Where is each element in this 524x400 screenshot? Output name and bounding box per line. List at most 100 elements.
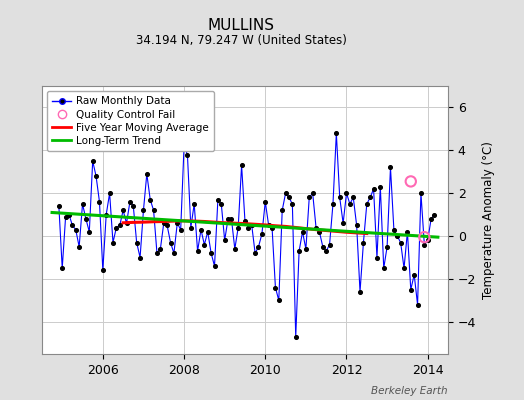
Point	[58, 265, 67, 272]
Point	[390, 226, 398, 233]
Point	[227, 216, 236, 222]
Point	[349, 194, 357, 201]
Point	[420, 234, 429, 240]
Point	[54, 203, 63, 209]
Point	[207, 250, 215, 256]
Point	[180, 143, 188, 149]
Point	[193, 248, 202, 254]
Point	[109, 239, 117, 246]
Point	[400, 265, 408, 272]
Point	[221, 237, 229, 244]
Point	[420, 242, 429, 248]
Point	[423, 237, 432, 244]
Point	[85, 228, 93, 235]
Point	[265, 222, 273, 228]
Point	[295, 248, 303, 254]
Point	[159, 220, 168, 226]
Point	[197, 226, 205, 233]
Point	[133, 239, 141, 246]
Point	[369, 186, 378, 192]
Point	[95, 198, 104, 205]
Point	[61, 214, 70, 220]
Point	[332, 130, 341, 136]
Text: MULLINS: MULLINS	[208, 18, 275, 33]
Point	[376, 184, 385, 190]
Point	[146, 196, 155, 203]
Point	[72, 226, 80, 233]
Point	[217, 201, 225, 207]
Point	[82, 216, 90, 222]
Point	[356, 289, 364, 295]
Point	[254, 244, 263, 250]
Point	[271, 284, 280, 291]
Point	[65, 212, 73, 218]
Point	[105, 190, 114, 196]
Point	[116, 222, 124, 228]
Point	[224, 216, 232, 222]
Point	[244, 224, 253, 231]
Point	[366, 194, 374, 201]
Point	[136, 254, 144, 261]
Point	[247, 222, 256, 228]
Point	[278, 207, 287, 214]
Point	[407, 286, 415, 293]
Point	[261, 198, 269, 205]
Point	[112, 224, 121, 231]
Point	[200, 242, 209, 248]
Point	[353, 222, 361, 228]
Y-axis label: Temperature Anomaly (°C): Temperature Anomaly (°C)	[482, 141, 495, 299]
Point	[275, 297, 283, 304]
Point	[119, 207, 127, 214]
Text: Berkeley Earth: Berkeley Earth	[372, 386, 448, 396]
Point	[122, 220, 130, 226]
Point	[99, 267, 107, 274]
Point	[126, 198, 134, 205]
Point	[413, 302, 422, 308]
Point	[78, 201, 86, 207]
Point	[363, 201, 371, 207]
Point	[288, 201, 297, 207]
Point	[166, 239, 174, 246]
Point	[268, 224, 276, 231]
Point	[325, 242, 334, 248]
Point	[139, 207, 148, 214]
Point	[291, 334, 300, 340]
Point	[251, 250, 259, 256]
Text: 34.194 N, 79.247 W (United States): 34.194 N, 79.247 W (United States)	[136, 34, 346, 47]
Point	[102, 212, 111, 218]
Point	[322, 248, 331, 254]
Point	[187, 224, 195, 231]
Point	[241, 218, 249, 224]
Point	[403, 228, 412, 235]
Point	[68, 222, 77, 228]
Point	[156, 246, 165, 252]
Point	[92, 173, 100, 179]
Point	[170, 250, 178, 256]
Point	[89, 158, 97, 164]
Point	[163, 222, 171, 228]
Point	[335, 194, 344, 201]
Point	[410, 272, 418, 278]
Point	[285, 194, 293, 201]
Point	[190, 201, 199, 207]
Point	[153, 250, 161, 256]
Point	[305, 194, 313, 201]
Point	[234, 224, 243, 231]
Point	[417, 190, 425, 196]
Point	[393, 233, 401, 239]
Point	[386, 164, 395, 171]
Point	[302, 246, 310, 252]
Point	[359, 239, 368, 246]
Point	[346, 201, 354, 207]
Point	[342, 190, 351, 196]
Point	[329, 201, 337, 207]
Point	[312, 224, 320, 231]
Point	[339, 220, 347, 226]
Point	[427, 216, 435, 222]
Point	[143, 171, 151, 177]
Point	[237, 162, 246, 168]
Point	[298, 228, 307, 235]
Point	[203, 228, 212, 235]
Point	[319, 244, 327, 250]
Point	[149, 207, 158, 214]
